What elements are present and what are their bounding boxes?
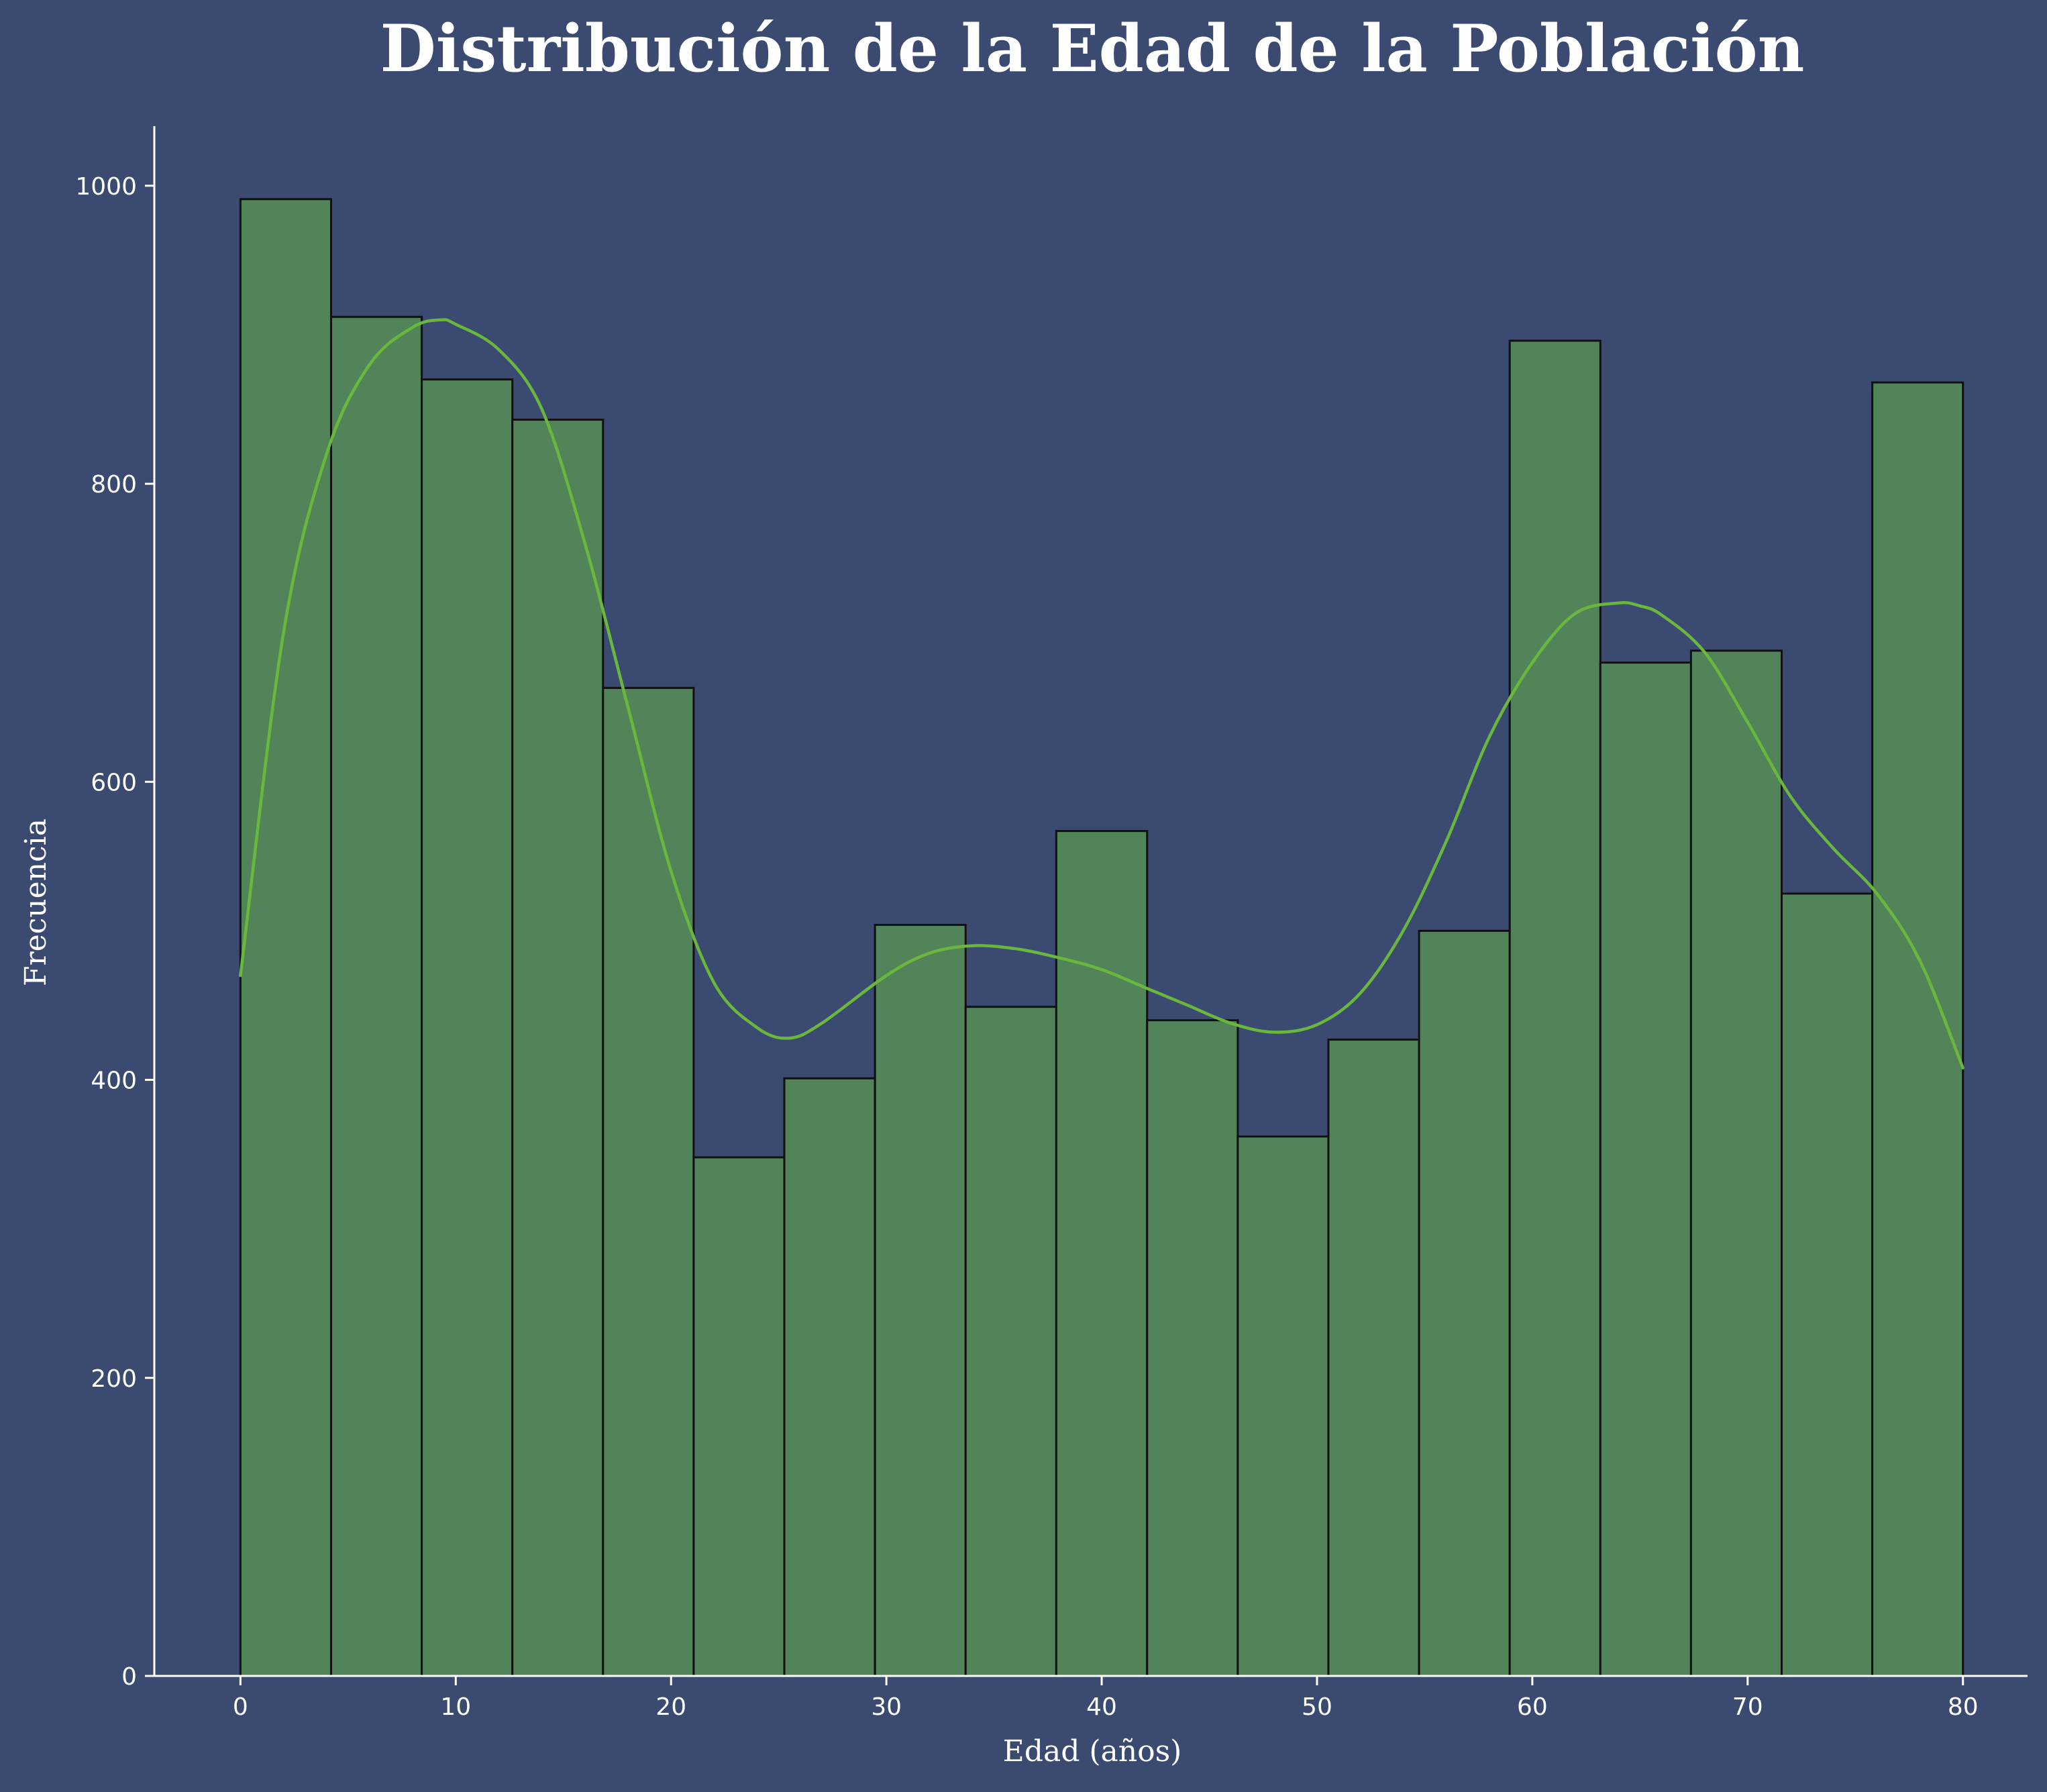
x-axis-ticks: 0 10 20 30 40 50 60 70 80 bbox=[233, 1676, 1979, 1721]
y-tick-label: 800 bbox=[91, 471, 137, 498]
x-tick-label: 60 bbox=[1517, 1693, 1548, 1721]
y-axis-ticks: 0 200 400 600 800 1000 bbox=[75, 173, 154, 1691]
x-tick-label: 40 bbox=[1086, 1693, 1117, 1721]
histogram-bar bbox=[1689, 649, 1783, 1677]
chart-title: Distribución de la Edad de la Población bbox=[380, 11, 1805, 87]
bars-layer bbox=[239, 198, 1964, 1677]
x-tick-label: 80 bbox=[1948, 1693, 1979, 1721]
histogram-bar bbox=[692, 1156, 786, 1677]
histogram-bar bbox=[1327, 1039, 1420, 1677]
histogram-bar bbox=[964, 1006, 1057, 1677]
x-tick-label: 50 bbox=[1302, 1693, 1332, 1721]
y-tick-label: 0 bbox=[121, 1663, 137, 1691]
histogram-bar bbox=[1146, 1019, 1239, 1677]
y-tick-label: 200 bbox=[91, 1365, 137, 1393]
x-tick-label: 0 bbox=[233, 1693, 248, 1721]
histogram-bar bbox=[239, 198, 332, 1677]
histogram-bar bbox=[1237, 1135, 1330, 1677]
y-tick-label: 400 bbox=[91, 1067, 137, 1095]
y-tick-label: 600 bbox=[91, 769, 137, 796]
kde-curve bbox=[239, 318, 1964, 1070]
histogram-bar bbox=[1599, 662, 1692, 1677]
y-tick-label: 1000 bbox=[75, 173, 137, 201]
histogram-bar bbox=[874, 924, 967, 1677]
y-axis-label: Frecuencia bbox=[19, 819, 53, 986]
x-tick-label: 70 bbox=[1732, 1693, 1763, 1721]
histogram-bar bbox=[783, 1077, 876, 1677]
histogram-bar bbox=[1055, 830, 1149, 1677]
histogram-bar bbox=[1508, 339, 1602, 1677]
histogram-bar bbox=[329, 315, 423, 1677]
histogram-bar bbox=[1781, 892, 1874, 1677]
x-tick-label: 30 bbox=[871, 1693, 902, 1721]
x-axis-label: Edad (años) bbox=[1003, 1734, 1182, 1769]
histogram-bar bbox=[1418, 929, 1511, 1677]
histogram-bar bbox=[602, 686, 695, 1677]
x-tick-label: 10 bbox=[440, 1693, 471, 1721]
histogram-bar bbox=[421, 378, 514, 1677]
x-tick-label: 20 bbox=[655, 1693, 686, 1721]
histogram-bar bbox=[511, 419, 605, 1677]
